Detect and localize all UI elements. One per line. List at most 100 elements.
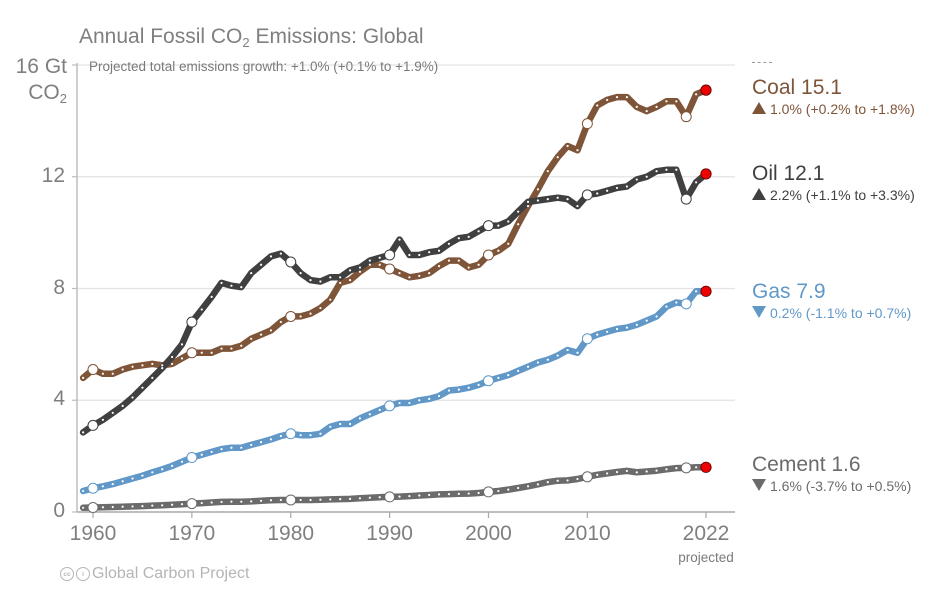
data-point-gas (566, 348, 569, 352)
data-point-coal (635, 105, 638, 109)
data-point-gas (378, 408, 381, 412)
data-point-gas (477, 383, 480, 386)
data-point-coal (655, 105, 658, 109)
decade-marker-cement (680, 462, 692, 474)
data-point-gas (210, 450, 213, 454)
data-point-oil (170, 355, 174, 359)
data-point-oil (635, 178, 638, 181)
decade-marker-gas (680, 298, 692, 310)
data-point-cement (151, 504, 154, 507)
data-point-cement (279, 498, 282, 502)
data-point-oil (101, 418, 104, 421)
data-point-coal (180, 357, 184, 360)
data-point-oil (665, 168, 668, 171)
data-point-oil (507, 220, 510, 223)
data-point-oil (210, 295, 213, 298)
data-point-gas (408, 401, 411, 405)
data-point-gas (101, 485, 104, 488)
triangle-down-icon (752, 479, 766, 491)
decade-marker-oil (285, 256, 297, 268)
data-point-oil (447, 242, 451, 245)
x-projected-label: projected (678, 550, 734, 565)
data-point-gas (576, 351, 579, 354)
data-point-gas (675, 301, 678, 304)
decade-marker-coal (186, 347, 198, 359)
data-point-coal (121, 368, 124, 371)
y-tick-label: 4 (53, 387, 65, 411)
data-point-coal (240, 344, 243, 347)
data-point-cement (339, 498, 342, 501)
data-point-coal (329, 298, 332, 301)
data-point-coal (230, 347, 233, 350)
decade-marker-coal (482, 249, 494, 261)
data-point-gas (665, 305, 668, 308)
data-point-oil (131, 396, 134, 399)
data-point-cement (625, 469, 629, 473)
data-point-cement (210, 501, 213, 504)
decade-marker-cement (186, 498, 198, 510)
data-point-gas (230, 446, 233, 449)
data-point-cement (536, 483, 540, 486)
data-point-coal (368, 263, 371, 266)
data-point-coal (279, 320, 282, 324)
data-point-cement (675, 467, 678, 470)
data-point-gas (111, 482, 114, 486)
data-point-cement (200, 501, 203, 505)
data-point-cement (497, 489, 500, 493)
data-point-gas (180, 460, 184, 463)
data-point-cement (596, 473, 599, 476)
projected-marker-cement (700, 461, 712, 473)
data-point-oil (299, 272, 302, 275)
data-point-oil (645, 175, 648, 178)
data-point-oil (418, 253, 421, 257)
data-point-gas (240, 446, 243, 449)
data-point-gas (259, 441, 263, 444)
credit: cc i Global Carbon Project (60, 565, 249, 583)
decade-marker-cement (384, 491, 396, 503)
data-point-oil (655, 170, 658, 173)
data-point-coal (615, 96, 619, 99)
data-point-cement (606, 472, 609, 475)
data-point-coal (339, 281, 342, 285)
data-point-gas (606, 330, 609, 333)
y-tick-label: 8 (53, 275, 65, 299)
data-point-oil (348, 269, 352, 272)
data-point-gas (348, 422, 352, 426)
data-point-gas (309, 434, 312, 437)
credit-text: Global Carbon Project (92, 565, 250, 582)
data-point-gas (418, 399, 421, 402)
data-point-oil (408, 253, 411, 257)
legend-item-cement: Cement 1.6 1.6% (-3.7% to +0.5%) (752, 453, 911, 495)
legend-item-oil: Oil 12.1 2.2% (+1.1% to +3.3%) (752, 162, 915, 204)
decade-marker-cement (87, 502, 99, 514)
data-point-gas (151, 471, 154, 474)
data-point-coal (309, 312, 312, 315)
data-point-cement (368, 496, 371, 499)
x-tick-label: 1980 (267, 522, 315, 545)
data-point-oil (151, 376, 154, 379)
data-point-cement (526, 485, 530, 488)
y-unit-sub: 2 (59, 91, 67, 106)
x-tick-label: 2022 (682, 522, 730, 545)
data-point-oil (497, 224, 500, 227)
decade-marker-coal (680, 111, 692, 123)
chart-title-subscript: 2 (242, 35, 250, 50)
data-point-coal (101, 372, 104, 375)
decade-marker-oil (482, 220, 494, 232)
decade-marker-oil (186, 316, 198, 328)
data-point-cement (645, 470, 648, 473)
data-point-gas (170, 464, 174, 468)
data-point-coal (556, 156, 559, 159)
data-point-coal (220, 347, 223, 350)
x-tick-label: 1990 (366, 522, 413, 545)
data-point-oil (220, 281, 223, 285)
by-icon: i (76, 567, 90, 581)
data-point-cement (615, 470, 619, 474)
data-point-oil (457, 237, 460, 240)
data-point-gas (536, 361, 540, 364)
legend-item-coal: Coal 15.1 1.0% (+0.2% to +1.8%) (752, 76, 915, 118)
data-point-oil (309, 279, 312, 282)
data-point-coal (447, 259, 451, 262)
data-point-cement (131, 505, 134, 508)
data-point-coal (408, 276, 411, 279)
